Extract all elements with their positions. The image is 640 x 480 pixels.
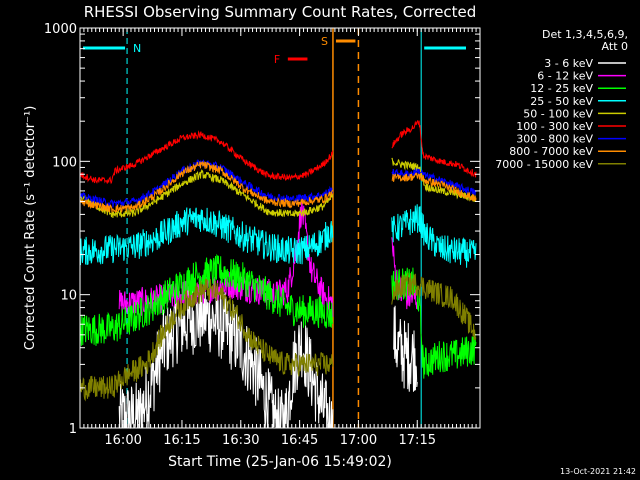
series-25-50kev-line bbox=[79, 207, 334, 266]
saa-label: S bbox=[321, 35, 328, 48]
legend-title: Det 1,3,4,5,6,9, bbox=[542, 28, 628, 41]
x-tick-label: 16:00 bbox=[104, 433, 141, 448]
x-axis-label: Start Time (25-Jan-06 15:49:02) bbox=[168, 454, 392, 470]
series-50-100kev-line bbox=[79, 168, 334, 219]
series-300-800kev-line bbox=[391, 168, 477, 196]
series-7000-15000kev-line bbox=[391, 272, 477, 340]
legend-label: 800 - 7000 keV bbox=[509, 145, 593, 158]
x-tick-label: 17:15 bbox=[399, 433, 436, 448]
x-tick-label: 17:00 bbox=[340, 433, 377, 448]
footer-date: 13-Oct-2021 21:42 bbox=[560, 467, 636, 476]
legend-label: 25 - 50 keV bbox=[530, 95, 593, 108]
series-7000-15000kev-line bbox=[79, 278, 334, 402]
x-tick-label: 16:45 bbox=[281, 433, 318, 448]
legend-label: 50 - 100 keV bbox=[523, 107, 593, 120]
series-3-6kev-line bbox=[118, 280, 334, 429]
legend-label: 100 - 300 keV bbox=[516, 120, 593, 133]
legend-label: 6 - 12 keV bbox=[537, 70, 593, 83]
night-label: N bbox=[133, 42, 141, 55]
series-3-6kev-line bbox=[393, 305, 418, 392]
x-axis: 16:00 16:15 16:30 16:45 17:00 17:15 bbox=[83, 28, 477, 448]
chart-title: RHESSI Observing Summary Count Rates, Co… bbox=[84, 3, 477, 21]
y-tick-label: 100 bbox=[52, 155, 77, 170]
legend-label: 7000 - 15000 keV bbox=[495, 158, 593, 171]
legend-label: 300 - 800 keV bbox=[516, 133, 593, 146]
series-12-25kev-line bbox=[391, 267, 477, 379]
series-25-50kev-line bbox=[391, 204, 477, 268]
y-tick-label: 1 bbox=[69, 422, 77, 437]
series-100-300kev-line bbox=[79, 130, 334, 185]
y-tick-label: 1000 bbox=[44, 22, 77, 37]
y-tick-label: 10 bbox=[60, 289, 77, 304]
x-tick-label: 16:15 bbox=[163, 433, 200, 448]
legend-label: 12 - 25 keV bbox=[530, 82, 593, 95]
x-tick-label: 16:30 bbox=[222, 433, 259, 448]
y-axis: 1 10 100 1000 bbox=[44, 22, 480, 437]
flare-label: F bbox=[274, 53, 280, 66]
legend-title: Att 0 bbox=[602, 40, 628, 53]
series-800-7000kev-line bbox=[391, 172, 477, 202]
legend-label: 3 - 6 keV bbox=[544, 57, 593, 70]
y-axis-label: Corrected Count Rate (s⁻¹ detector⁻¹) bbox=[23, 106, 38, 351]
series-800-7000kev-line bbox=[79, 161, 334, 214]
series-layer bbox=[79, 120, 477, 429]
series-12-25kev-line bbox=[79, 253, 334, 346]
series-100-300kev-line bbox=[391, 120, 477, 178]
